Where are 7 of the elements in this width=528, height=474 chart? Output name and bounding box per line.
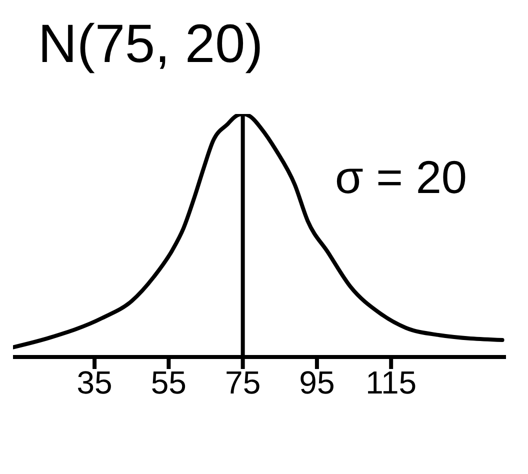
- x-tick-label: 55: [150, 364, 186, 401]
- x-tick-label: 75: [225, 364, 261, 401]
- x-tick-label: 95: [299, 364, 335, 401]
- x-tick-label: 115: [366, 364, 417, 401]
- annotation: σ = 20: [335, 150, 467, 204]
- chart-title: N(75, 20): [38, 13, 264, 76]
- x-tick-label: 35: [76, 364, 112, 401]
